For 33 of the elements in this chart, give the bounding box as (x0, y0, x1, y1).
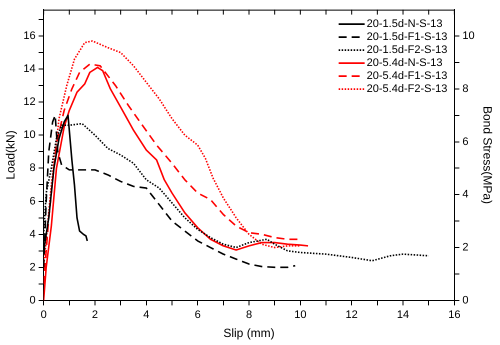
y-tick-label: 16 (23, 30, 36, 42)
y-axis-title: Load(kN) (4, 130, 18, 180)
legend-label: 20-1.5d-F1-S-13 (366, 31, 448, 44)
legend-label: 20-5.4d-F2-S-13 (366, 83, 448, 96)
legend-label: 20-5.4d-F1-S-13 (366, 70, 448, 82)
y-tick-label: 4 (30, 228, 36, 240)
y2-tick-label: 8 (462, 82, 468, 95)
y2-axis-title: Bond Stress(MPa) (480, 106, 494, 204)
y-tick-label: 8 (30, 162, 36, 174)
y-tick-label: 2 (30, 261, 36, 274)
x-tick-label: 2 (92, 309, 98, 322)
x-tick-label: 6 (194, 309, 201, 322)
y2-tick-label: 4 (462, 188, 468, 201)
x-tick-label: 4 (143, 309, 150, 322)
y-tick-label: 0 (30, 294, 36, 306)
x-tick-label: 8 (246, 309, 252, 322)
y2-tick-label: 0 (462, 294, 468, 306)
y-tick-label: 6 (30, 195, 36, 208)
x-tick-label: 0 (40, 309, 47, 322)
y2-tick-label: 6 (462, 136, 468, 148)
x-tick-label: 10 (294, 309, 306, 322)
y2-tick-label: 2 (462, 242, 468, 254)
legend-label: 20-1.5d-F2-S-13 (366, 44, 448, 56)
legend-label: 20-5.4d-N-S-13 (366, 57, 442, 70)
y2-tick-label: 10 (462, 30, 475, 42)
legend-label: 20-1.5d-N-S-13 (366, 18, 442, 30)
y-tick-label: 14 (23, 63, 36, 76)
y-tick-label: 12 (23, 96, 36, 108)
x-tick-label: 14 (396, 309, 410, 322)
x-tick-label: 16 (448, 309, 460, 322)
x-axis-title: Slip (mm) (223, 326, 275, 340)
x-tick-label: 12 (346, 309, 358, 322)
y-tick-label: 10 (23, 129, 36, 142)
